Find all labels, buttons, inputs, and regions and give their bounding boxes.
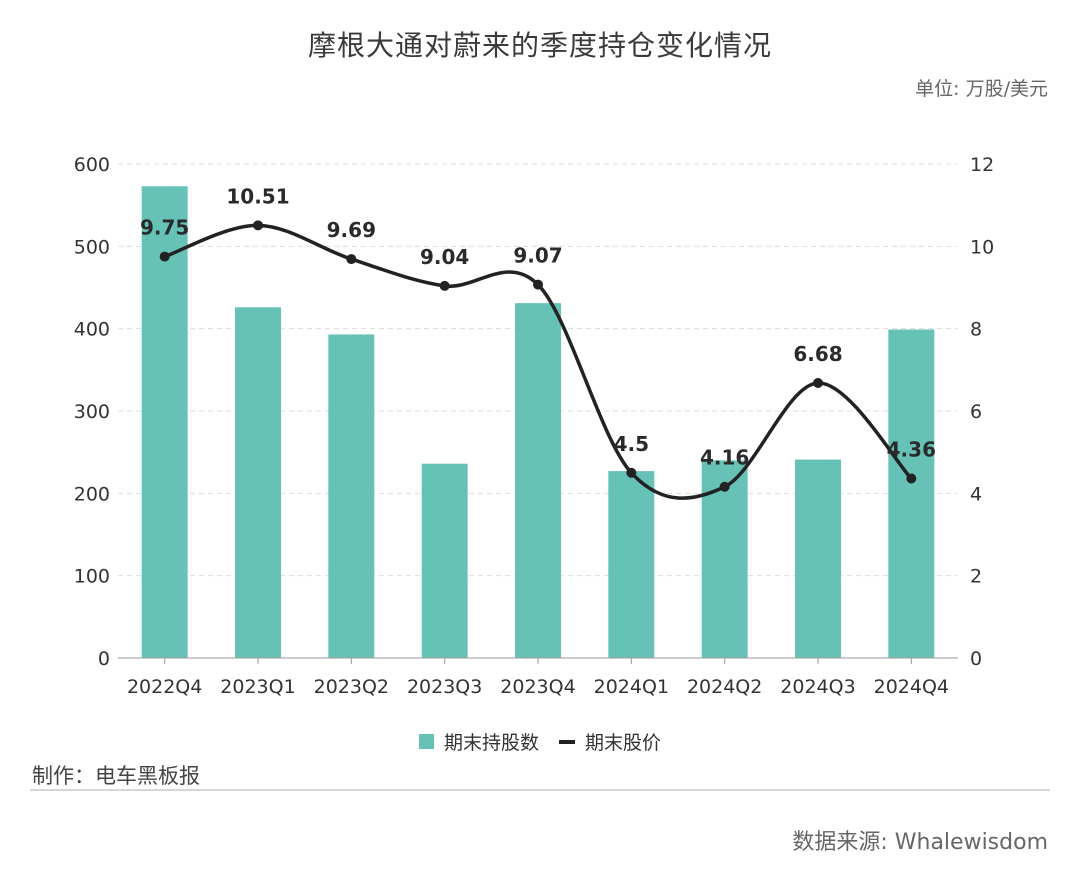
y-right-tick-label: 6 xyxy=(970,401,982,423)
data-labels: 9.75 10.51 9.69 9.04 9.07 4.5 4.16 6.68 4.36 xyxy=(140,184,936,469)
unit-label: 单位: 万股/美元 xyxy=(915,78,1048,100)
price-line xyxy=(164,223,913,500)
price-point-2023Q1 xyxy=(253,220,263,231)
x-tick-label: 2023Q2 xyxy=(314,676,389,698)
axes: 0 100 200 300 400 500 600 0 2 4 6 8 10 12 2022Q4 2023Q1… xyxy=(74,154,994,698)
y-right-tick-label: 8 xyxy=(970,319,982,341)
legend: 期末持股数 期末股价 xyxy=(0,728,1080,755)
price-data-label: 10.51 xyxy=(226,184,289,208)
price-data-label: 6.68 xyxy=(793,342,842,366)
price-point-2024Q1 xyxy=(626,467,637,478)
price-point-2024Q4 xyxy=(906,473,917,484)
x-tick-label: 2024Q4 xyxy=(874,676,949,698)
bar-2024Q1 xyxy=(608,471,655,658)
chart-title: 摩根大通对蔚来的季度持仓变化情况 xyxy=(307,29,772,62)
price-data-label: 9.75 xyxy=(140,216,189,240)
combo-chart: 0 100 200 300 400 500 600 0 2 4 6 8 10 12 2022Q4 2023Q1… xyxy=(74,154,994,698)
source-credit: 数据来源: Whalewisdom xyxy=(792,830,1048,855)
legend-line-swatch xyxy=(559,739,575,744)
x-tick-label: 2024Q3 xyxy=(780,676,855,698)
bar-2023Q4 xyxy=(515,303,561,658)
divider xyxy=(30,789,1050,791)
line-series xyxy=(159,220,917,500)
y-left-tick-label: 100 xyxy=(74,566,110,588)
legend-item-price[interactable]: 期末股价 xyxy=(559,728,661,755)
price-point-2023Q4 xyxy=(533,279,543,290)
legend-bar-swatch xyxy=(418,734,434,749)
y-right-tick-label: 2 xyxy=(970,566,982,588)
y-right-tick-label: 0 xyxy=(970,648,982,670)
bar-2023Q1 xyxy=(235,307,281,658)
y-left-tick-label: 0 xyxy=(98,648,110,670)
bar-2023Q2 xyxy=(328,334,375,658)
x-tick-label: 2023Q1 xyxy=(220,676,295,698)
price-data-label: 4.36 xyxy=(887,438,936,462)
bar-2022Q4 xyxy=(141,186,188,659)
x-tick-label: 2024Q1 xyxy=(594,676,669,698)
legend-bar-label: 期末持股数 xyxy=(443,732,539,754)
x-tick-label: 2023Q3 xyxy=(407,676,482,698)
price-point-2023Q2 xyxy=(346,254,357,265)
bar-2024Q3 xyxy=(795,459,841,658)
bar-2023Q3 xyxy=(421,463,468,658)
y-left-tick-label: 600 xyxy=(74,154,110,176)
price-data-label: 9.69 xyxy=(327,218,376,242)
y-right-tick-label: 12 xyxy=(970,154,994,176)
price-data-label: 9.04 xyxy=(420,245,469,269)
y-right-tick-label: 4 xyxy=(970,483,982,505)
price-data-label: 4.16 xyxy=(700,446,749,470)
price-point-2023Q3 xyxy=(439,280,450,291)
x-tick-label: 2022Q4 xyxy=(127,676,202,698)
y-left-tick-label: 500 xyxy=(74,236,110,258)
price-point-2024Q2 xyxy=(719,481,730,492)
bar-2024Q4 xyxy=(888,329,935,658)
y-left-tick-label: 200 xyxy=(74,483,110,505)
bar-series xyxy=(141,186,935,659)
price-data-label: 9.07 xyxy=(513,244,562,268)
legend-item-shares[interactable]: 期末持股数 xyxy=(418,728,539,755)
y-left-tick-label: 400 xyxy=(74,319,110,341)
price-data-label: 4.5 xyxy=(614,432,649,456)
maker-credit: 制作：电车黑板报 xyxy=(32,764,200,788)
price-point-2024Q3 xyxy=(813,378,823,389)
y-right-tick-label: 10 xyxy=(970,236,994,258)
x-tick-label: 2023Q4 xyxy=(500,676,575,698)
legend-line-label: 期末股价 xyxy=(585,732,662,754)
price-point-2022Q4 xyxy=(159,251,170,262)
x-tick-label: 2024Q2 xyxy=(687,676,762,698)
y-left-tick-label: 300 xyxy=(74,401,110,423)
